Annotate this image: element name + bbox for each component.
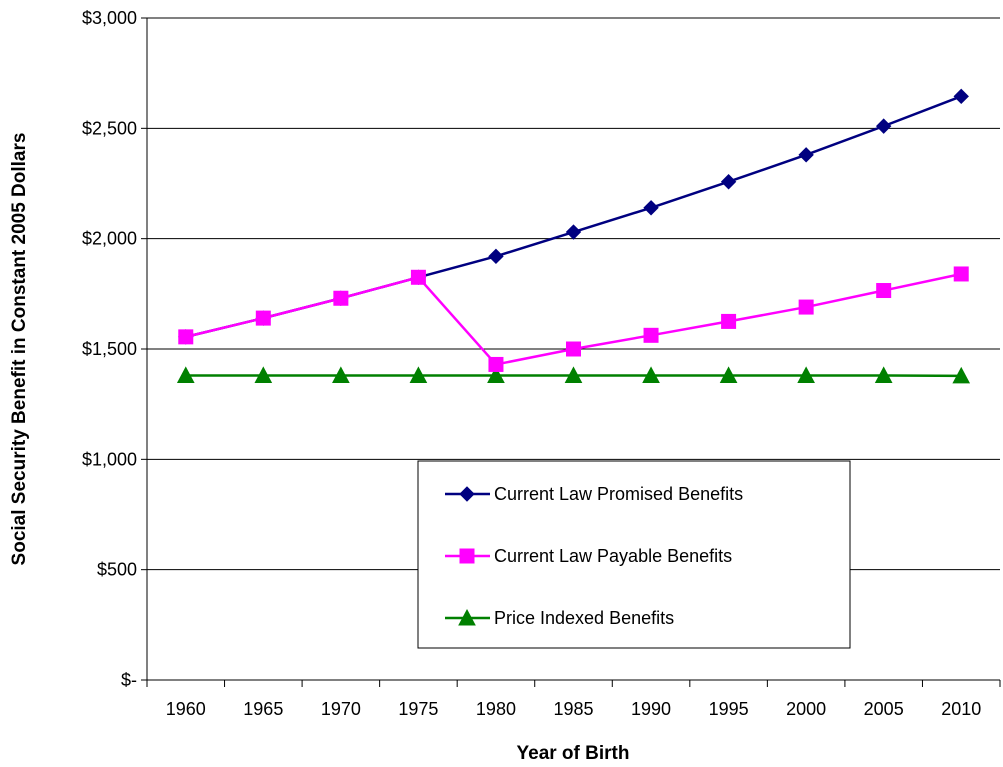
data-point: [798, 147, 814, 163]
x-tick-label: 1975: [398, 699, 438, 719]
x-tick-label: 1985: [553, 699, 593, 719]
x-tick-label: 1995: [709, 699, 749, 719]
data-point: [953, 266, 969, 282]
legend-label: Price Indexed Benefits: [494, 608, 674, 628]
series-square: [178, 266, 969, 372]
data-point: [876, 283, 892, 299]
data-point: [719, 366, 738, 383]
data-point: [798, 299, 814, 315]
x-tick-label: 1970: [321, 699, 361, 719]
legend-marker: [458, 608, 476, 626]
y-tick-label: $500: [97, 560, 137, 580]
data-point: [952, 366, 971, 384]
data-point: [953, 88, 969, 105]
x-tick-label: 2000: [786, 699, 826, 719]
data-point: [409, 366, 428, 383]
x-tick-label: 1980: [476, 699, 516, 719]
data-point: [721, 313, 737, 329]
x-tick-label: 1990: [631, 699, 671, 719]
data-point: [255, 310, 271, 326]
x-tick-label: 2010: [941, 699, 981, 719]
y-axis-title: Social Security Benefit in Constant 2005…: [9, 133, 30, 566]
data-point: [874, 366, 893, 383]
data-point: [178, 329, 194, 345]
legend-items: Current Law Promised Benefits Current Law…: [445, 484, 743, 628]
data-point: [488, 248, 504, 265]
data-point: [488, 356, 504, 372]
legend-label: Current Law Promised Benefits: [494, 484, 743, 504]
data-point: [643, 200, 659, 216]
data-point: [254, 366, 273, 383]
data-point: [643, 327, 659, 343]
data-point: [332, 366, 350, 383]
data-point: [565, 224, 582, 240]
legend-marker: [459, 486, 475, 502]
x-tick-label: 1965: [243, 699, 283, 719]
x-axis-title: Year of Birth: [517, 743, 630, 764]
data-point: [487, 366, 505, 383]
data-point: [564, 366, 583, 383]
data-point: [720, 174, 737, 190]
y-tick-labels: $- $500 $1,000 $1,500 $2,000 $2,500 $3,000: [82, 8, 147, 690]
data-point: [875, 118, 892, 134]
y-tick-label: $-: [121, 670, 137, 690]
x-tick-labels: 1960 1965 1970 1975 1980 1985 1990 1995 2000 2005…: [146, 680, 1001, 719]
data-point: [797, 366, 815, 383]
legend-marker: [459, 548, 475, 564]
series-line: [185, 95, 962, 339]
legend-label: Current Law Payable Benefits: [494, 546, 732, 566]
x-tick-label: 2005: [864, 699, 904, 719]
legend: Current Law Promised Benefits Current Law…: [417, 460, 851, 649]
data-point: [176, 366, 195, 383]
y-tick-label: $1,500: [82, 339, 137, 359]
y-tick-label: $2,000: [82, 229, 137, 249]
y-tick-label: $3,000: [82, 8, 137, 28]
y-tick-label: $1,000: [82, 449, 137, 469]
series-triangle: [176, 366, 971, 384]
data-point: [642, 366, 660, 383]
series-diamond: [178, 88, 969, 345]
data-point: [333, 290, 349, 306]
data-point: [566, 341, 581, 357]
y-tick-label: $2,500: [82, 118, 137, 138]
series-layer: [176, 88, 971, 384]
data-point: [410, 269, 426, 285]
x-tick-label: 1960: [166, 699, 206, 719]
